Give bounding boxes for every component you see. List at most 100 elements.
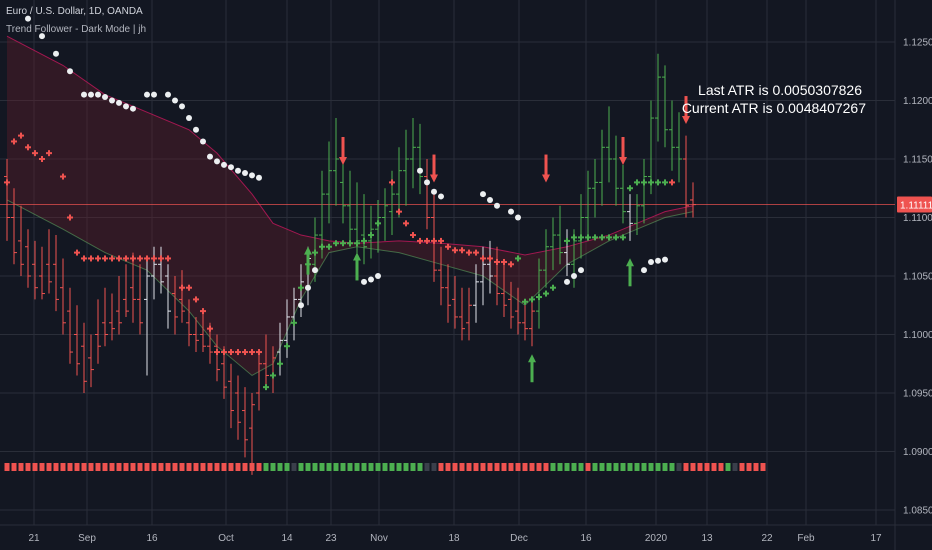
trend-cell xyxy=(389,463,395,471)
ohlc-bar xyxy=(627,194,633,241)
trend-cross xyxy=(109,255,115,262)
trend-cell xyxy=(249,463,255,471)
trend-cell xyxy=(452,463,458,471)
trend-cell xyxy=(403,463,409,471)
trend-cell xyxy=(396,463,402,471)
buy-arrow xyxy=(304,246,312,275)
sar-dot xyxy=(151,91,157,98)
trend-cell xyxy=(291,463,297,471)
trend-cross xyxy=(368,232,374,239)
sar-dot xyxy=(144,91,150,98)
trend-cell xyxy=(60,463,66,471)
trend-cross xyxy=(403,220,409,227)
trend-cell xyxy=(81,463,87,471)
sar-dot xyxy=(214,158,220,165)
trend-cell xyxy=(550,463,556,471)
ohlc-bar xyxy=(550,217,556,271)
ohlc-bar xyxy=(130,252,136,323)
ohlc-bar xyxy=(501,264,507,317)
last-atr-label: Last ATR is 0.0050307826 xyxy=(698,82,862,98)
ohlc-bar xyxy=(11,188,17,265)
trend-cell xyxy=(410,463,416,471)
time-axis[interactable]: 21 Sep 16 Oct 14 23 Nov 18 Dec 16 2020 13 22 Feb 17 xyxy=(28,533,882,544)
ohlc-bar xyxy=(200,311,206,353)
trend-cross xyxy=(186,284,192,291)
trend-cross xyxy=(410,232,416,239)
ohlc-bar xyxy=(18,205,24,276)
ohlc-bar xyxy=(32,240,38,300)
trend-cell xyxy=(592,463,598,471)
trend-cell xyxy=(4,463,10,471)
trend-cross xyxy=(11,138,17,145)
trend-cell xyxy=(361,463,367,471)
sar-dot xyxy=(571,273,577,279)
trend-cross xyxy=(347,240,353,247)
trend-cross xyxy=(466,249,472,256)
ohlc-bar xyxy=(53,235,59,312)
sar-dot xyxy=(200,138,206,145)
ohlc-bar xyxy=(620,164,626,224)
trend-cross xyxy=(417,237,423,244)
price-tick-label: 1.09500 xyxy=(903,389,932,400)
sar-dot xyxy=(494,202,500,209)
indicator-legend[interactable]: Trend Follower - Dark Mode | jh xyxy=(6,24,147,35)
buy-arrow xyxy=(626,258,634,287)
ohlc-bar xyxy=(410,118,416,189)
trend-cross xyxy=(263,384,269,391)
sar-dot xyxy=(487,196,493,203)
sell-arrow xyxy=(619,137,627,165)
ohlc-bar xyxy=(515,287,521,335)
trend-cross xyxy=(95,255,101,262)
trend-cell xyxy=(382,463,388,471)
sar-dot xyxy=(235,167,241,174)
price-tick-label: 1.10500 xyxy=(903,272,932,283)
time-tick-label: Nov xyxy=(370,533,388,544)
trend-cross xyxy=(445,243,451,250)
trend-cell xyxy=(613,463,619,471)
trend-cross xyxy=(312,249,318,256)
trend-cell xyxy=(627,463,633,471)
trend-cell xyxy=(95,463,101,471)
sar-dot xyxy=(193,126,199,133)
trend-cell xyxy=(172,463,178,471)
sar-dot xyxy=(361,278,367,285)
trend-cross xyxy=(256,349,262,356)
trend-cell xyxy=(508,463,514,471)
sar-dot xyxy=(312,267,318,274)
buy-arrow xyxy=(353,252,361,281)
trend-cross xyxy=(60,173,66,180)
trend-cross xyxy=(102,255,108,262)
sar-dot xyxy=(655,257,661,264)
ohlc-bar xyxy=(193,316,199,353)
trend-cross xyxy=(291,319,297,326)
sar-dot xyxy=(221,161,227,168)
time-tick-label: Sep xyxy=(78,533,96,544)
price-axis[interactable]: 1.12500 1.12000 1.11500 1.11000 1.10500 1.100… xyxy=(903,38,932,517)
trend-cross xyxy=(193,296,199,303)
trend-cell xyxy=(340,463,346,471)
sar-dot xyxy=(67,68,73,75)
ohlc-bar xyxy=(186,299,192,347)
symbol-legend[interactable]: Euro / U.S. Dollar, 1D, OANDA xyxy=(6,6,143,17)
trend-cell xyxy=(557,463,563,471)
trend-cell xyxy=(200,463,206,471)
ohlc-bar xyxy=(326,141,332,224)
trend-cell xyxy=(599,463,605,471)
trend-cross xyxy=(620,234,626,241)
trend-cell xyxy=(564,463,570,471)
trend-cross xyxy=(459,247,465,254)
trend-cross xyxy=(228,349,234,356)
ohlc-bar xyxy=(4,159,10,241)
trend-cell xyxy=(417,463,423,471)
trend-cross xyxy=(606,234,612,241)
trend-cross xyxy=(361,237,367,244)
time-tick-label: 16 xyxy=(146,533,158,544)
ohlc-bar xyxy=(158,246,164,294)
trend-cell xyxy=(522,463,528,471)
trend-cell xyxy=(214,463,220,471)
sar-dot xyxy=(641,267,647,274)
trend-cell xyxy=(32,463,38,471)
trend-cross xyxy=(74,249,80,256)
sar-dot xyxy=(662,256,668,263)
